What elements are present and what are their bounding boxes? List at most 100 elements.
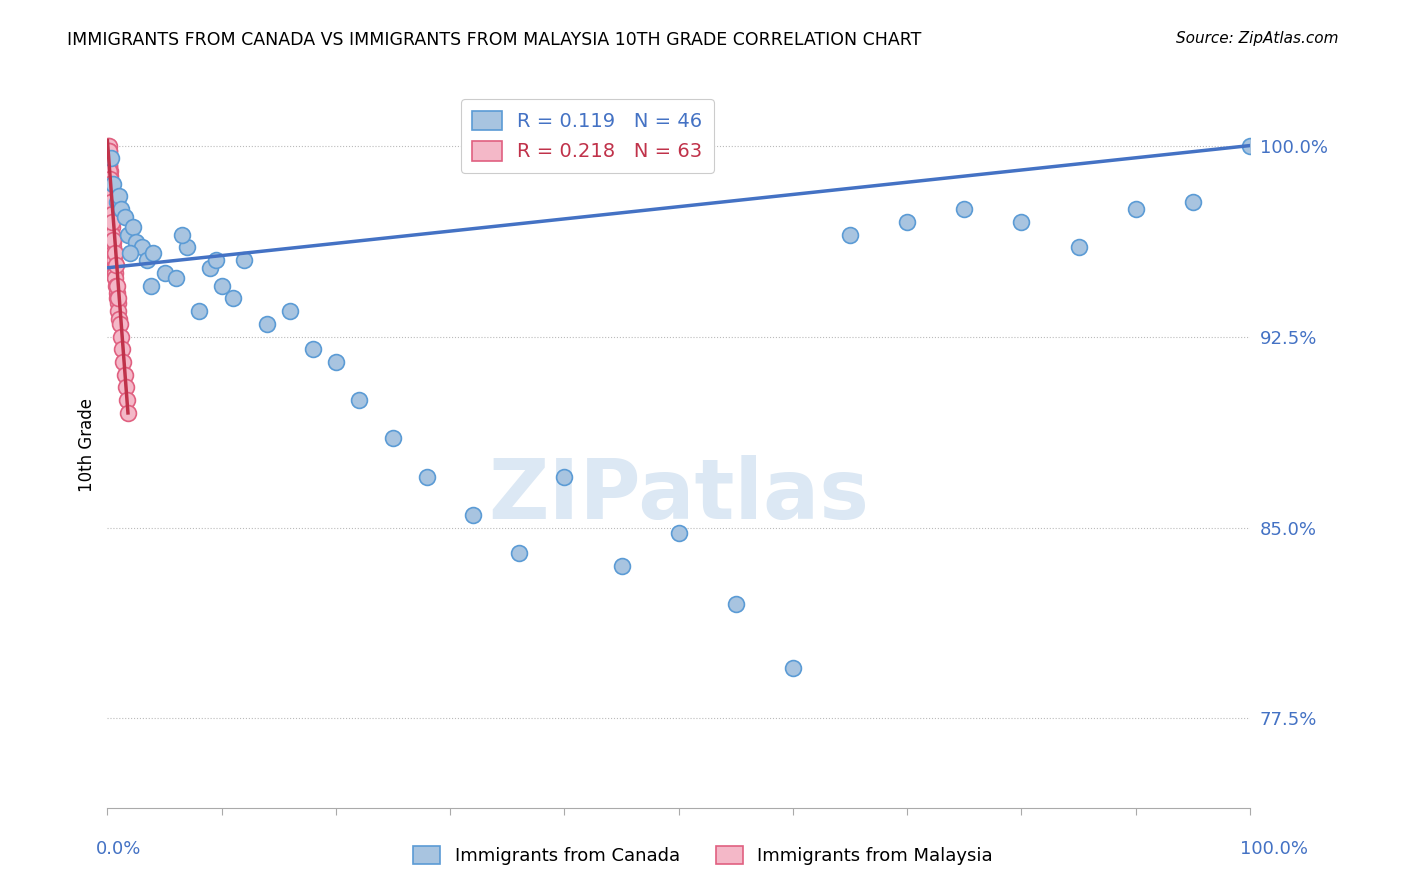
Immigrants from Malaysia [111, 343, 134, 357]
Immigrants from Canada [278, 304, 301, 318]
Text: 100.0%: 100.0% [1240, 840, 1308, 858]
Immigrants from Canada [125, 235, 148, 250]
Immigrants from Malaysia [97, 144, 120, 158]
Immigrants from Canada [136, 253, 159, 268]
Immigrants from Canada [100, 151, 122, 165]
Immigrants from Malaysia [97, 151, 120, 165]
Immigrants from Malaysia [103, 245, 125, 260]
Immigrants from Canada [165, 271, 187, 285]
Immigrants from Malaysia [100, 220, 122, 235]
Immigrants from Canada [1125, 202, 1147, 217]
Immigrants from Canada [839, 227, 862, 242]
Immigrants from Malaysia [105, 286, 128, 301]
Immigrants from Malaysia [104, 258, 127, 272]
Immigrants from Malaysia [100, 210, 122, 224]
Immigrants from Malaysia [97, 138, 120, 153]
Immigrants from Malaysia [101, 235, 124, 250]
Immigrants from Canada [131, 240, 153, 254]
Immigrants from Malaysia [98, 185, 121, 199]
Immigrants from Malaysia [103, 233, 125, 247]
Immigrants from Malaysia [105, 278, 128, 293]
Immigrants from Canada [461, 508, 484, 522]
Immigrants from Canada [222, 291, 245, 305]
Legend: Immigrants from Canada, Immigrants from Malaysia: Immigrants from Canada, Immigrants from … [406, 838, 1000, 872]
Immigrants from Malaysia [98, 177, 121, 191]
Immigrants from Malaysia [98, 164, 121, 178]
Immigrants from Canada [142, 245, 165, 260]
Text: Source: ZipAtlas.com: Source: ZipAtlas.com [1175, 31, 1339, 46]
Immigrants from Malaysia [97, 144, 120, 158]
Immigrants from Canada [668, 525, 690, 540]
Immigrants from Malaysia [107, 291, 129, 305]
Immigrants from Canada [120, 245, 142, 260]
Immigrants from Canada [896, 215, 918, 229]
Immigrants from Canada [508, 546, 530, 560]
Immigrants from Malaysia [114, 380, 136, 394]
Immigrants from Malaysia [100, 202, 122, 217]
Immigrants from Malaysia [98, 177, 121, 191]
Immigrants from Malaysia [97, 138, 120, 153]
Immigrants from Malaysia [100, 194, 122, 209]
Immigrants from Malaysia [114, 368, 136, 382]
Immigrants from Canada [117, 227, 139, 242]
Immigrants from Canada [325, 355, 347, 369]
Immigrants from Malaysia [97, 156, 120, 170]
Immigrants from Malaysia [98, 164, 121, 178]
Immigrants from Canada [211, 278, 233, 293]
Immigrants from Malaysia [100, 185, 122, 199]
Immigrants from Canada [416, 469, 439, 483]
Immigrants from Malaysia [101, 245, 124, 260]
Immigrants from Canada [302, 343, 325, 357]
Immigrants from Malaysia [108, 311, 131, 326]
Immigrants from Canada [1239, 138, 1261, 153]
Immigrants from Malaysia [97, 144, 120, 158]
Immigrants from Malaysia [100, 194, 122, 209]
Immigrants from Malaysia [104, 271, 127, 285]
Immigrants from Canada [121, 220, 143, 235]
Immigrants from Canada [200, 260, 222, 275]
Immigrants from Canada [953, 202, 976, 217]
Immigrants from Canada [1067, 240, 1090, 254]
Immigrants from Canada [153, 266, 176, 280]
Immigrants from Canada [187, 304, 209, 318]
Immigrants from Canada [610, 558, 633, 573]
Immigrants from Malaysia [100, 207, 122, 221]
Immigrants from Malaysia [103, 253, 125, 268]
Immigrants from Malaysia [98, 159, 121, 173]
Immigrants from Malaysia [98, 169, 121, 183]
Immigrants from Canada [724, 597, 747, 611]
Immigrants from Canada [382, 431, 405, 445]
Immigrants from Canada [110, 202, 132, 217]
Immigrants from Malaysia [105, 291, 128, 305]
Immigrants from Malaysia [100, 215, 122, 229]
Immigrants from Malaysia [101, 240, 124, 254]
Immigrants from Malaysia [98, 177, 121, 191]
Y-axis label: 10th Grade: 10th Grade [79, 398, 96, 491]
Immigrants from Malaysia [98, 151, 121, 165]
Immigrants from Canada [1181, 194, 1204, 209]
Immigrants from Malaysia [98, 164, 121, 178]
Immigrants from Malaysia [97, 151, 120, 165]
Immigrants from Canada [347, 393, 370, 408]
Immigrants from Malaysia [100, 202, 122, 217]
Immigrants from Canada [553, 469, 575, 483]
Immigrants from Malaysia [100, 189, 122, 203]
Immigrants from Malaysia [115, 393, 138, 408]
Immigrants from Canada [256, 317, 278, 331]
Immigrants from Canada [139, 278, 162, 293]
Immigrants from Malaysia [107, 296, 129, 310]
Immigrants from Malaysia [101, 227, 124, 242]
Immigrants from Malaysia [103, 260, 125, 275]
Immigrants from Malaysia [112, 355, 135, 369]
Text: ZIPatlas: ZIPatlas [488, 455, 869, 536]
Immigrants from Malaysia [117, 406, 139, 420]
Immigrants from Malaysia [101, 215, 124, 229]
Immigrants from Canada [1011, 215, 1033, 229]
Immigrants from Canada [108, 189, 131, 203]
Immigrants from Malaysia [108, 317, 131, 331]
Legend: R = 0.119   N = 46, R = 0.218   N = 63: R = 0.119 N = 46, R = 0.218 N = 63 [461, 99, 714, 173]
Immigrants from Malaysia [97, 159, 120, 173]
Text: 0.0%: 0.0% [96, 840, 141, 858]
Immigrants from Canada [205, 253, 228, 268]
Immigrants from Canada [233, 253, 256, 268]
